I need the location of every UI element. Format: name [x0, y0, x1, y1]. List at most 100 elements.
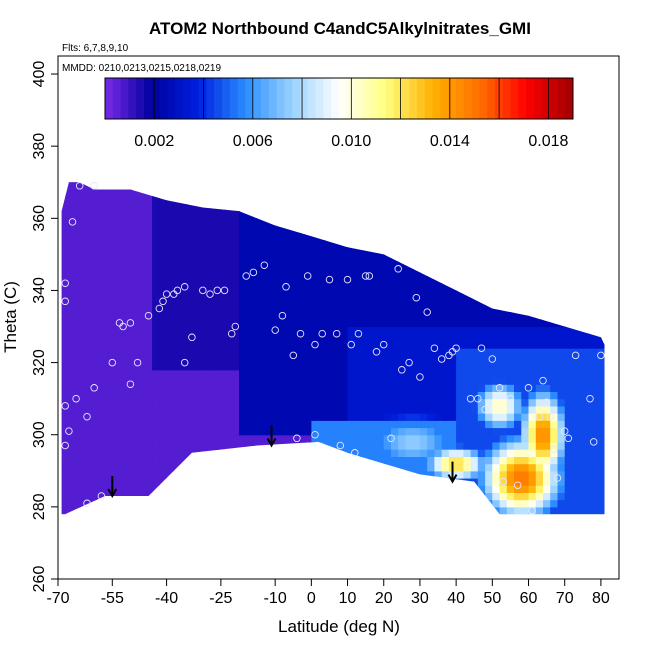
- heat-cell: [550, 261, 558, 270]
- heat-cell: [383, 326, 392, 335]
- heat-cell: [448, 355, 457, 364]
- heat-cell: [506, 304, 515, 313]
- heat-cell: [333, 232, 341, 241]
- heat-cell: [571, 434, 580, 443]
- heat-cell: [61, 377, 66, 385]
- heat-cell: [535, 333, 544, 342]
- heat-cell: [347, 268, 356, 277]
- heat-cell: [108, 304, 117, 313]
- heat-cell: [115, 405, 124, 414]
- colorbar-segment: [175, 78, 184, 119]
- heat-cell: [485, 283, 493, 291]
- heat-cell: [65, 319, 73, 328]
- heat-cell: [188, 492, 197, 501]
- heat-cell: [239, 413, 247, 421]
- heat-cell: [260, 211, 269, 219]
- heat-cell: [108, 240, 117, 248]
- heat-cell: [159, 247, 168, 255]
- observation-point: [405, 358, 413, 367]
- heat-cell: [347, 362, 356, 371]
- heat-cell: [159, 261, 168, 270]
- heat-cell: [253, 449, 262, 457]
- heat-cell: [571, 268, 580, 277]
- heat-cell: [470, 304, 479, 313]
- heat-cell: [600, 384, 605, 392]
- heat-cell: [485, 232, 493, 241]
- heat-cell: [492, 276, 501, 284]
- heat-cell: [528, 355, 537, 364]
- heat-cell: [318, 283, 327, 291]
- heat-cell: [354, 506, 363, 515]
- heat-cell: [340, 377, 349, 385]
- heat-cell: [506, 420, 515, 429]
- heat-cell: [181, 203, 189, 212]
- heat-cell: [477, 211, 486, 219]
- heat-cell: [391, 340, 399, 349]
- observation-point: [481, 405, 489, 414]
- heat-cell: [354, 196, 363, 205]
- heat-cell: [369, 283, 378, 291]
- heat-cell: [528, 420, 537, 429]
- heat-cell: [195, 182, 204, 183]
- heat-cell: [144, 304, 153, 313]
- heat-cell: [260, 290, 269, 299]
- heat-cell: [217, 470, 226, 479]
- heat-cell: [239, 326, 247, 335]
- heat-cell: [506, 232, 515, 241]
- heat-cell: [579, 218, 587, 227]
- heat-cell: [94, 485, 102, 493]
- heat-cell: [246, 449, 254, 457]
- heat-cell: [65, 211, 73, 219]
- heat-cell: [506, 348, 515, 356]
- heat-cell: [130, 283, 139, 291]
- heat-cell: [506, 377, 515, 385]
- heat-cell: [470, 196, 479, 205]
- heat-cell: [253, 304, 262, 313]
- heat-cell: [535, 261, 544, 270]
- heat-cell: [260, 348, 269, 356]
- heat-cell: [485, 427, 493, 436]
- heat-cell: [600, 276, 605, 284]
- heat-cell: [419, 326, 428, 335]
- heat-cell: [463, 377, 472, 385]
- heat-cell: [391, 276, 399, 284]
- heat-cell: [586, 326, 595, 335]
- heat-cell: [123, 333, 131, 342]
- heat-cell: [231, 283, 240, 291]
- heat-cell: [79, 261, 88, 270]
- heat-cell: [72, 319, 81, 328]
- heat-cell: [448, 283, 457, 291]
- heat-cell: [260, 427, 269, 436]
- heat-cell: [383, 182, 392, 183]
- heat-cell: [94, 290, 102, 299]
- heat-cell: [152, 449, 160, 457]
- heat-cell: [441, 254, 450, 263]
- heat-cell: [275, 384, 283, 392]
- heat-cell: [239, 283, 247, 291]
- heat-cell: [325, 420, 334, 429]
- heat-cell: [239, 441, 247, 450]
- heat-cell: [311, 247, 320, 255]
- heat-cell: [514, 203, 522, 212]
- heat-cell: [72, 384, 81, 392]
- heat-cell: [564, 304, 573, 313]
- heat-cell: [383, 297, 392, 306]
- heat-cell: [398, 319, 406, 328]
- heat-cell: [152, 247, 160, 255]
- heat-cell: [600, 355, 605, 364]
- heat-cell: [427, 247, 435, 255]
- heat-cell: [181, 261, 189, 270]
- heat-cell: [289, 297, 298, 306]
- heat-cell: [419, 225, 428, 234]
- heat-cell: [246, 398, 254, 407]
- heat-cell: [405, 319, 414, 328]
- heat-cell: [434, 203, 443, 212]
- heat-cell: [427, 485, 435, 493]
- heat-cell: [383, 283, 392, 291]
- heat-cell: [72, 485, 81, 493]
- heat-cell: [311, 340, 320, 349]
- heat-cell: [304, 348, 312, 356]
- heat-cell: [296, 333, 305, 342]
- heat-cell: [543, 434, 551, 443]
- heat-cell: [152, 283, 160, 291]
